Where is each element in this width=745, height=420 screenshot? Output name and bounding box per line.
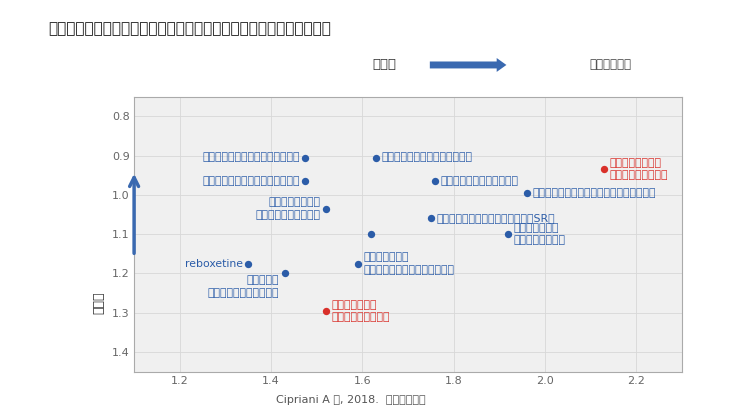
Text: アミトリプチリン
（トリプタノール）: アミトリプチリン （トリプタノール） bbox=[609, 158, 668, 181]
Text: ボルチオキセチン
（トリンテリックス）: ボルチオキセチン （トリンテリックス） bbox=[256, 197, 320, 220]
Text: 有効性: 有効性 bbox=[372, 58, 396, 71]
Point bbox=[242, 260, 254, 267]
Text: クロミプラミン
（アナフラニール）: クロミプラミン （アナフラニール） bbox=[332, 299, 390, 322]
Point bbox=[425, 215, 437, 222]
Text: （オッズ比）: （オッズ比） bbox=[589, 58, 632, 71]
Text: ベンラファキシン（イフェクサーSR）: ベンラファキシン（イフェクサーSR） bbox=[436, 213, 555, 223]
Point bbox=[521, 189, 533, 196]
Point bbox=[370, 154, 382, 161]
Point bbox=[598, 166, 610, 173]
Point bbox=[352, 260, 364, 267]
Point bbox=[429, 178, 441, 184]
Text: ミルタザピン（リフレックス・レメロン）: ミルタザピン（リフレックス・レメロン） bbox=[532, 188, 656, 198]
Text: フルボキサミン
（ルボックス・デプロメール）: フルボキサミン （ルボックス・デプロメール） bbox=[363, 252, 454, 275]
Point bbox=[502, 231, 514, 238]
Point bbox=[320, 307, 332, 314]
Text: トラゾドン
（デジレル・レスリン）: トラゾドン （デジレル・レスリン） bbox=[208, 276, 279, 298]
Text: ミルナシプラン（トレドミン）: ミルナシプラン（トレドミン） bbox=[381, 152, 472, 163]
Text: 忍容性: 忍容性 bbox=[92, 291, 105, 314]
Text: Cipriani A ら, 2018.  より引用改変: Cipriani A ら, 2018. より引用改変 bbox=[276, 395, 425, 405]
Point bbox=[279, 270, 291, 277]
Text: パロキセチン（パキシル）: パロキセチン（パキシル） bbox=[441, 176, 519, 186]
Text: うつ病治療における抗うつ薬の有効性と忍容性（全ての試験を対象）: うつ病治療における抗うつ薬の有効性と忍容性（全ての試験を対象） bbox=[48, 21, 332, 36]
Text: セルトラリン（ジェイゾロフト）: セルトラリン（ジェイゾロフト） bbox=[202, 176, 299, 186]
Point bbox=[299, 154, 311, 161]
Point bbox=[366, 231, 378, 238]
Text: デュロキセチン
（サインバルタ）: デュロキセチン （サインバルタ） bbox=[514, 223, 565, 245]
Text: reboxetine: reboxetine bbox=[185, 259, 243, 269]
Text: エスシタロプラム（レクサプロ）: エスシタロプラム（レクサプロ） bbox=[202, 152, 299, 163]
Point bbox=[320, 205, 332, 212]
Point bbox=[299, 178, 311, 184]
